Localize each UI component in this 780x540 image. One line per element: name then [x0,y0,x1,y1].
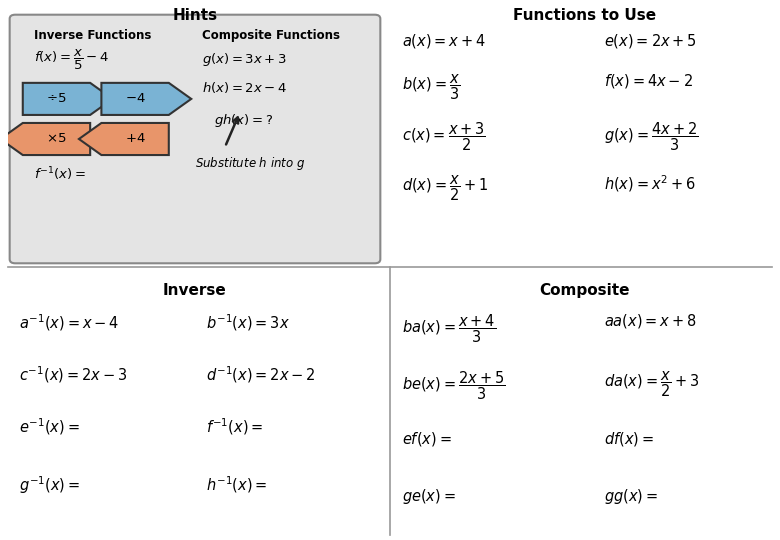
Text: $+ 4$: $+ 4$ [125,132,145,145]
Text: $a^{-1}(x) = x - 4$: $a^{-1}(x) = x - 4$ [19,312,119,333]
Text: $h(x) = 2x - 4$: $h(x) = 2x - 4$ [203,80,288,95]
Text: $aa(x) = x + 8$: $aa(x) = x + 8$ [604,312,697,330]
Text: $\times 5$: $\times 5$ [46,132,67,145]
Text: $be(x) = \dfrac{2x+5}{3}$: $be(x) = \dfrac{2x+5}{3}$ [402,369,505,402]
Text: $da(x) = \dfrac{x}{2}+3$: $da(x) = \dfrac{x}{2}+3$ [604,369,700,399]
Polygon shape [23,83,112,115]
Text: Composite: Composite [540,283,630,298]
Text: $e^{-1}(x) =$: $e^{-1}(x) =$ [19,417,80,437]
Text: Inverse Functions: Inverse Functions [34,29,151,43]
Text: $- 4$: $- 4$ [125,92,145,105]
Text: $ba(x) = \dfrac{x+4}{3}$: $ba(x) = \dfrac{x+4}{3}$ [402,312,496,345]
Text: $g(x) = \dfrac{4x+2}{3}$: $g(x) = \dfrac{4x+2}{3}$ [604,120,699,153]
FancyBboxPatch shape [9,15,381,264]
Text: Functions to Use: Functions to Use [513,8,657,23]
Text: $g^{-1}(x) =$: $g^{-1}(x) =$ [19,474,80,496]
Text: $\div 5$: $\div 5$ [46,92,67,105]
Text: Substitute $h$ into $g$: Substitute $h$ into $g$ [195,155,306,172]
Text: $f(x) = \dfrac{x}{5} - 4$: $f(x) = \dfrac{x}{5} - 4$ [34,48,109,72]
Text: Inverse: Inverse [163,283,227,298]
Text: $f(x) = 4x - 2$: $f(x) = 4x - 2$ [604,72,693,90]
Text: $b^{-1}(x) = 3x$: $b^{-1}(x) = 3x$ [206,312,290,333]
Text: $h(x) = x^2 + 6$: $h(x) = x^2 + 6$ [604,174,697,194]
Text: $d(x) = \dfrac{x}{2}+1$: $d(x) = \dfrac{x}{2}+1$ [402,174,488,203]
Text: $c^{-1}(x) = 2x - 3$: $c^{-1}(x) = 2x - 3$ [19,364,127,385]
Text: $d^{-1}(x) = 2x - 2$: $d^{-1}(x) = 2x - 2$ [206,364,316,385]
Text: Composite Functions: Composite Functions [203,29,341,43]
Polygon shape [79,123,168,155]
Text: $gg(x) =$: $gg(x) =$ [604,488,658,507]
Text: $df(x) =$: $df(x) =$ [604,430,654,448]
Text: $a(x) = x + 4$: $a(x) = x + 4$ [402,32,486,50]
Text: $f^{-1}(x) =$: $f^{-1}(x) =$ [34,166,86,183]
Text: $c(x) = \dfrac{x+3}{2}$: $c(x) = \dfrac{x+3}{2}$ [402,120,486,153]
Text: $g(x) = 3x + 3$: $g(x) = 3x + 3$ [203,51,287,68]
Text: $gh(x) = ?$: $gh(x) = ?$ [214,112,273,129]
Text: $ge(x) =$: $ge(x) =$ [402,488,456,507]
Text: $ef(x) =$: $ef(x) =$ [402,430,452,448]
Text: Hints: Hints [172,8,218,23]
Polygon shape [0,123,90,155]
Polygon shape [101,83,191,115]
Text: $b(x) = \dfrac{x}{3}$: $b(x) = \dfrac{x}{3}$ [402,72,460,102]
Text: $f^{-1}(x) =$: $f^{-1}(x) =$ [206,417,264,437]
Text: $e(x) = 2x + 5$: $e(x) = 2x + 5$ [604,32,697,50]
Text: $h^{-1}(x) =$: $h^{-1}(x) =$ [206,474,268,495]
